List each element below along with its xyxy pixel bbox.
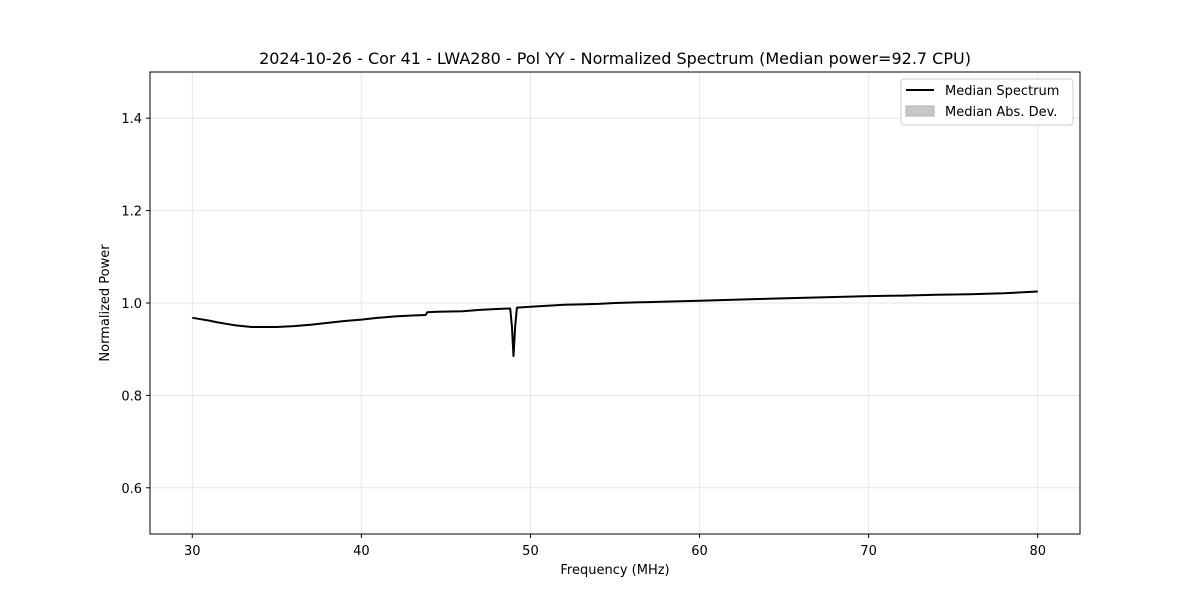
legend-median-abs-dev-swatch (905, 105, 935, 117)
legend-median-abs-dev-label: Median Abs. Dev. (945, 105, 1057, 120)
legend: Median Spectrum Median Abs. Dev. (900, 78, 1074, 126)
y-tick-label: 1.4 (121, 112, 142, 127)
x-tick-label: 70 (860, 544, 877, 559)
x-tick-label: 40 (353, 544, 370, 559)
y-tick-label: 0.8 (121, 389, 142, 404)
legend-median-spectrum-label: Median Spectrum (945, 84, 1059, 99)
chart-title: 2024-10-26 - Cor 41 - LWA280 - Pol YY - … (259, 49, 971, 68)
y-tick-label: 1.2 (121, 205, 142, 220)
series-line-median-spectrum (192, 290, 1038, 358)
series-layer (192, 290, 1038, 358)
x-tick-label: 30 (184, 544, 201, 559)
x-tick-label: 50 (522, 544, 539, 559)
y-tick-label: 1.0 (121, 297, 142, 312)
y-tick-label: 0.6 (121, 482, 142, 497)
x-axis-label: Frequency (MHz) (560, 563, 669, 578)
y-axis-label: Normalized Power (98, 244, 113, 362)
ticks: 30 40 50 60 70 80 0.6 0.8 1.0 1.2 1.4 (121, 112, 1046, 559)
legend-box (900, 78, 1074, 126)
x-tick-label: 80 (1029, 544, 1046, 559)
x-tick-label: 60 (691, 544, 708, 559)
